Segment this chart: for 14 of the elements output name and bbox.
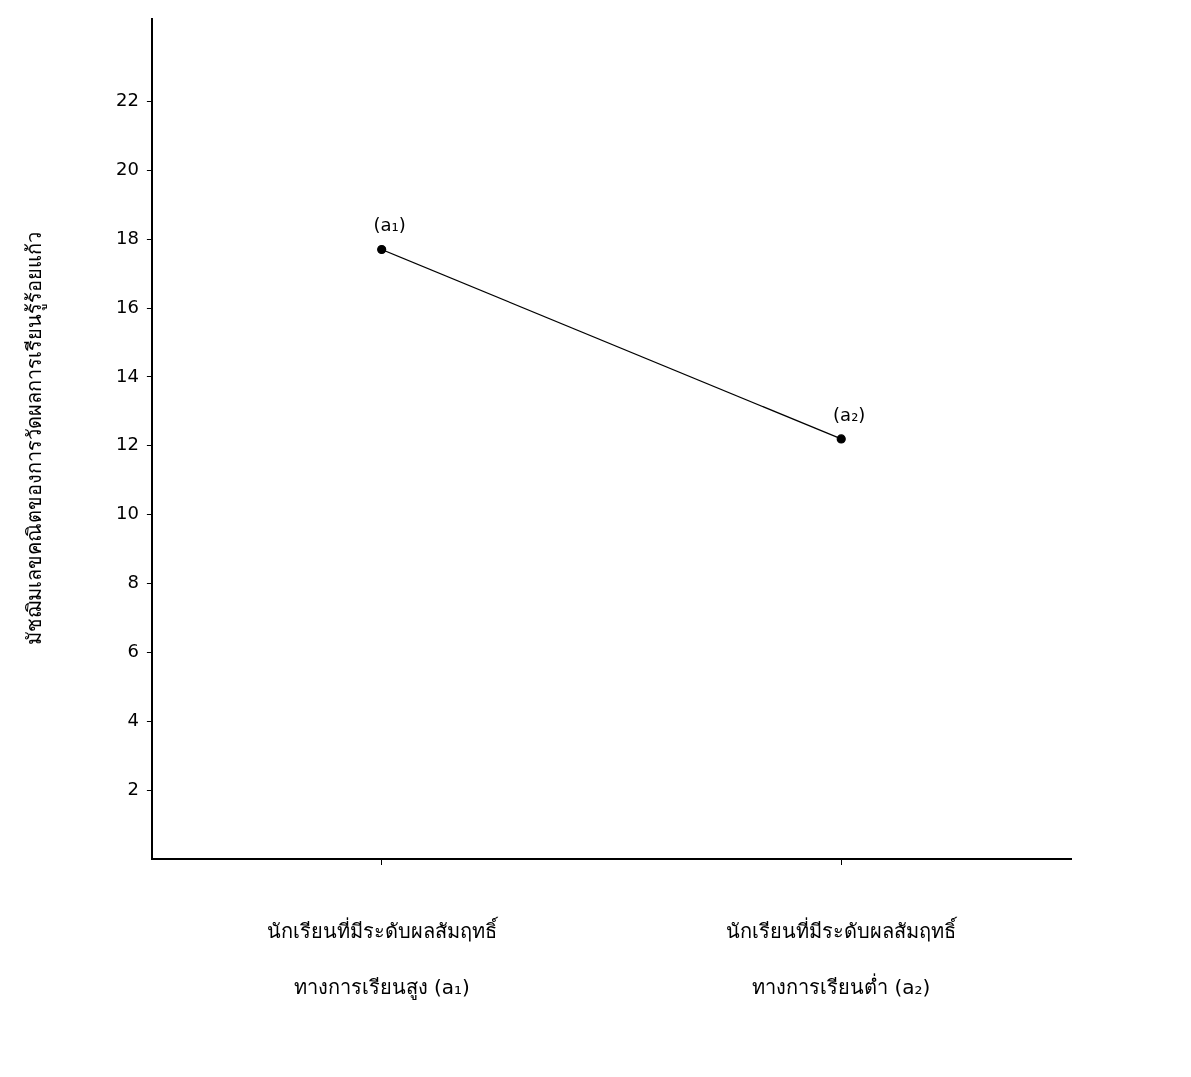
annotation: (a₂) bbox=[833, 403, 866, 425]
y-tick-label: 2 bbox=[127, 777, 139, 799]
y-tick-label: 22 bbox=[116, 89, 139, 111]
y-tick-label: 6 bbox=[127, 640, 139, 662]
y-tick-label: 8 bbox=[127, 571, 139, 593]
y-tick-label: 16 bbox=[116, 295, 139, 317]
y-axis-title: มัชฌิมเลขคณิตของการวัดผลการเรียนรู้ร้อยแก้ว bbox=[22, 232, 48, 646]
y-tick-label: 18 bbox=[116, 226, 139, 248]
y-tick-label: 4 bbox=[127, 708, 139, 730]
y-tick-label: 14 bbox=[116, 364, 139, 386]
y-tick-label: 10 bbox=[116, 502, 139, 524]
y-tick-label: 20 bbox=[116, 157, 139, 179]
y-tick-label: 12 bbox=[116, 433, 139, 455]
annotation: (a₁) bbox=[373, 214, 406, 236]
